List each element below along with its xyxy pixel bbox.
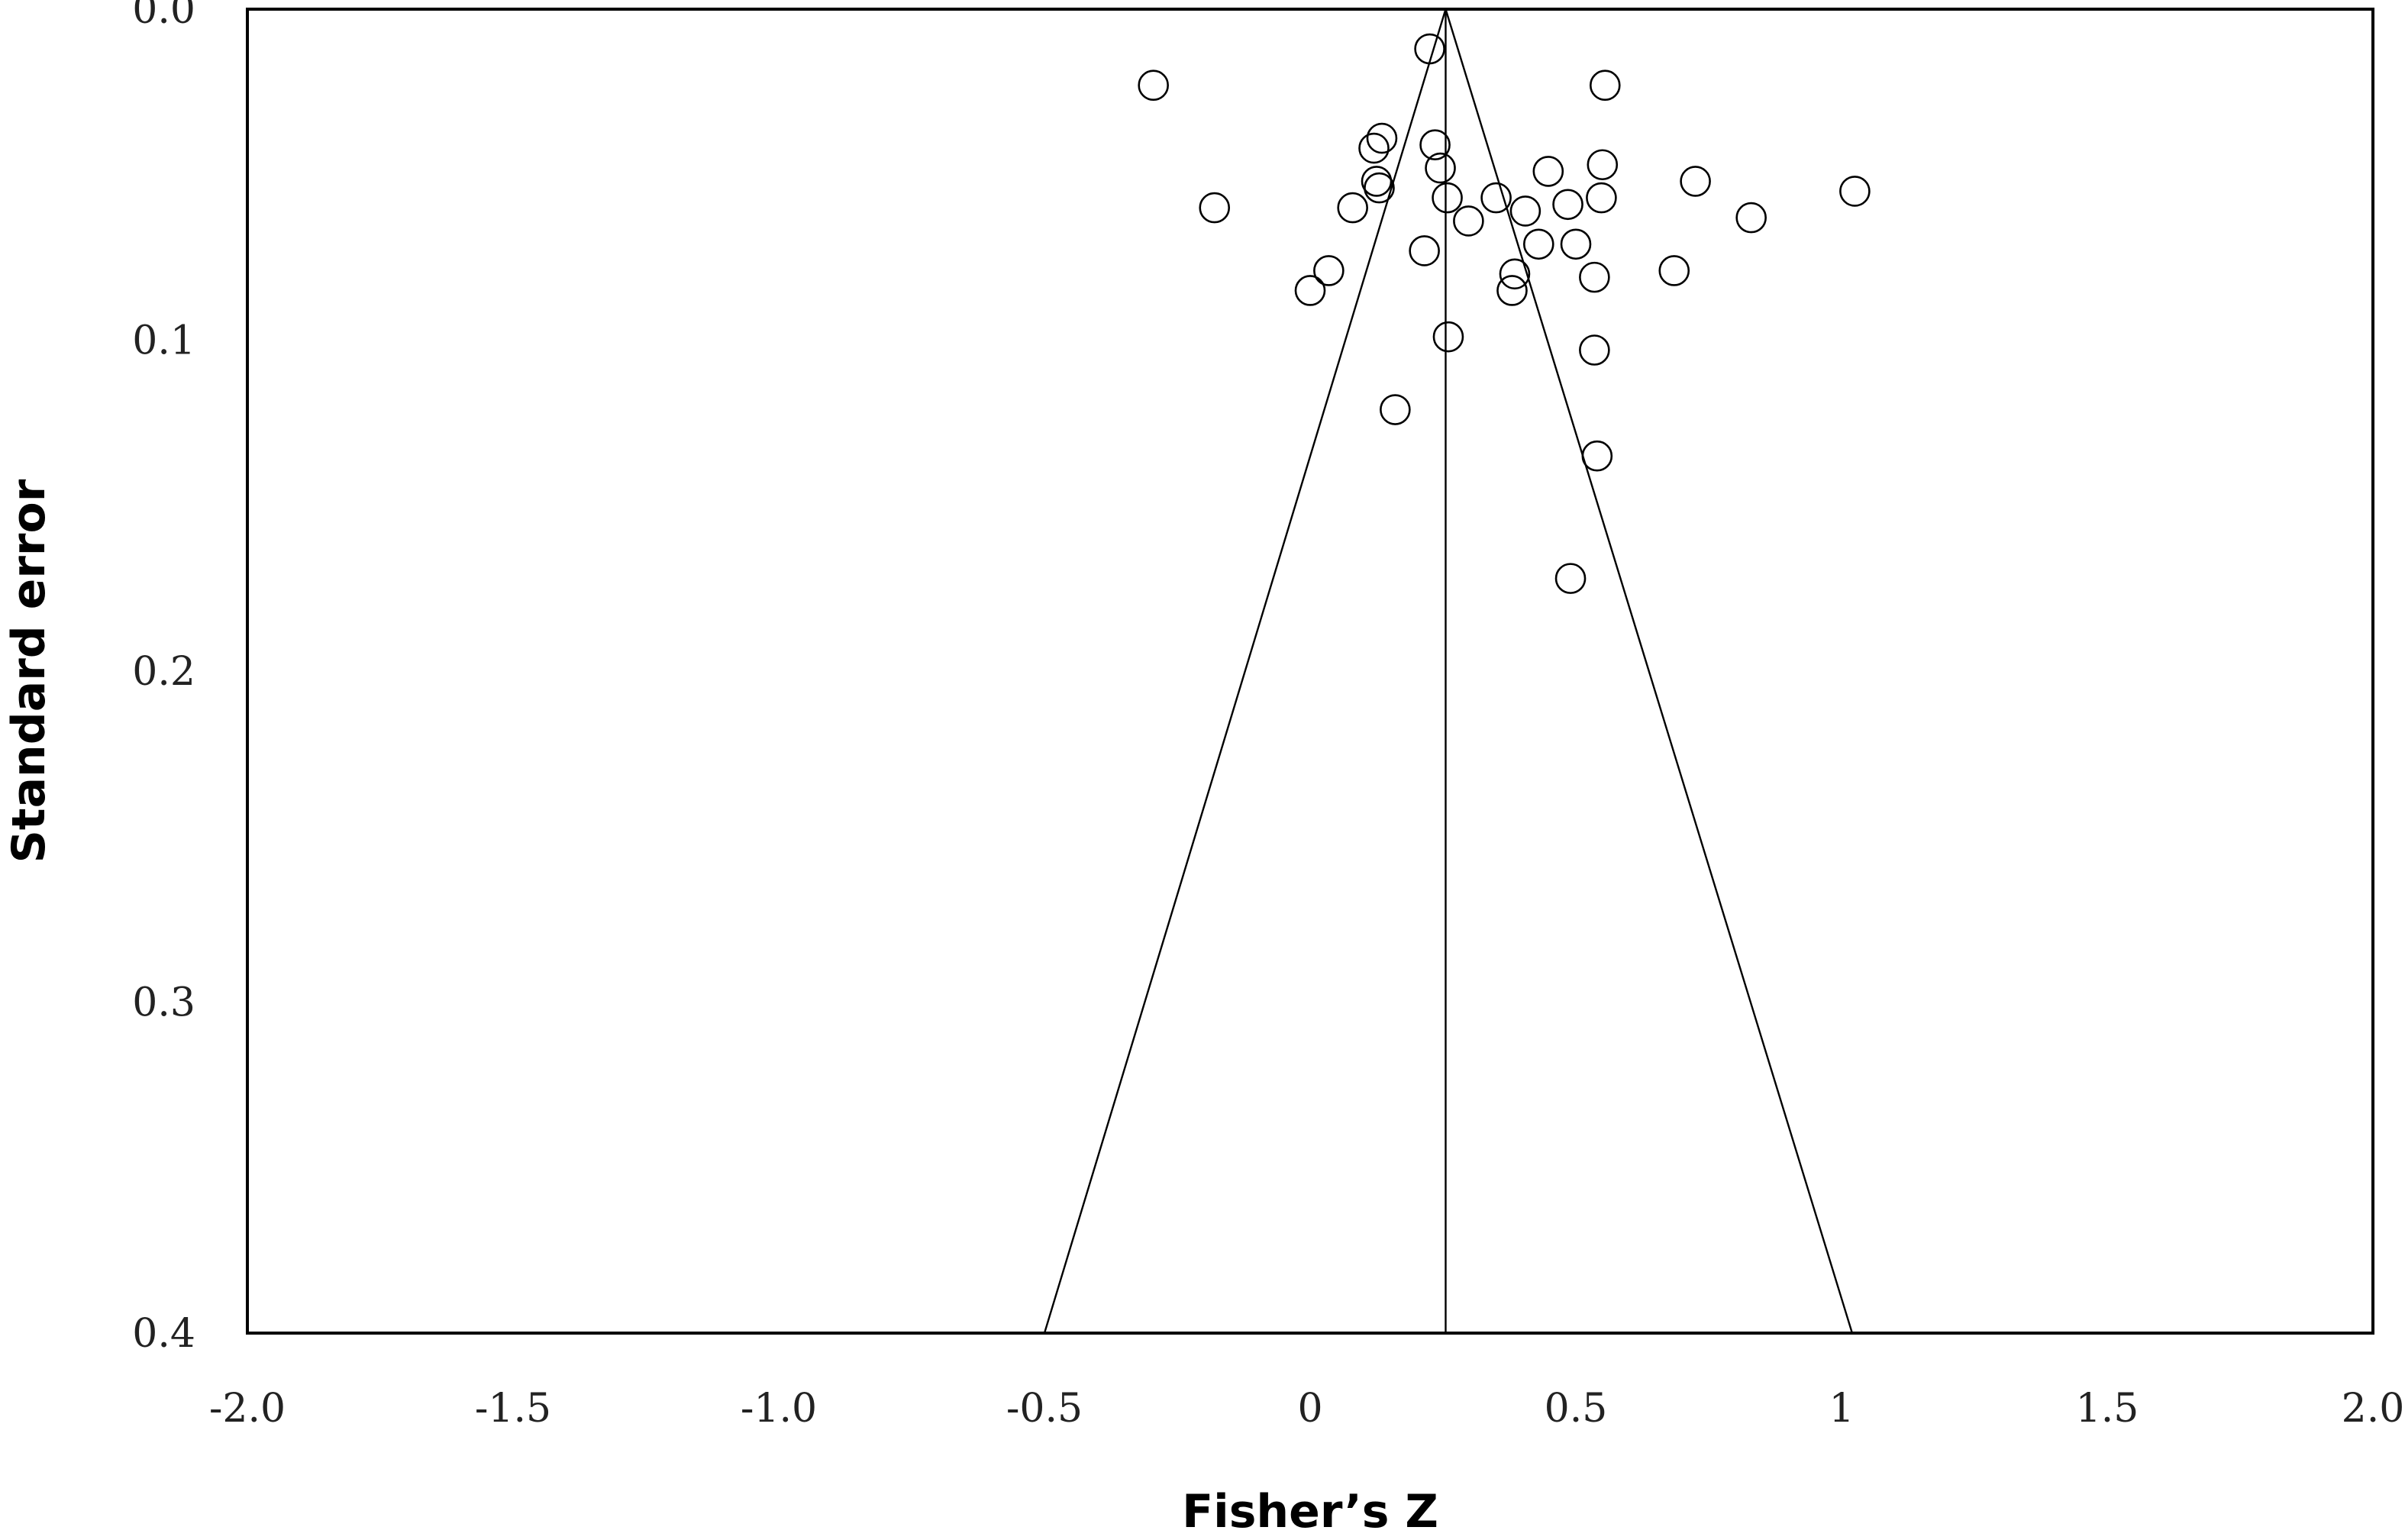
y-axis-title: Standard error xyxy=(2,479,56,863)
study-point xyxy=(1380,394,1411,425)
y-tick-label: 0.3 xyxy=(132,980,195,1026)
x-tick-label: 0.5 xyxy=(1545,1386,1608,1432)
funnel-right-line xyxy=(1445,8,1854,1334)
study-point xyxy=(1658,255,1690,286)
study-point xyxy=(1554,563,1587,594)
study-point xyxy=(1364,172,1395,204)
study-point xyxy=(1499,258,1531,290)
study-point xyxy=(1587,149,1619,181)
y-axis-tick-labels: 0.0 0.1 0.2 0.3 0.4 xyxy=(132,0,195,1357)
study-point xyxy=(1138,69,1169,102)
study-point xyxy=(1509,195,1541,227)
plot-frame xyxy=(246,8,2374,1335)
study-point xyxy=(1199,192,1231,224)
study-point xyxy=(1680,166,1711,197)
x-tick-label: -0.5 xyxy=(1006,1386,1083,1432)
study-point xyxy=(1579,334,1610,366)
x-tick-label: 1 xyxy=(1829,1386,1854,1432)
study-point xyxy=(1425,152,1456,184)
study-point xyxy=(1735,202,1767,234)
x-axis-tick-labels: -2.0 -1.5 -1.0 -0.5 0 0.5 1 1.5 2.0 xyxy=(209,1386,2404,1432)
study-points xyxy=(1138,33,1871,594)
y-tick-label: 0.1 xyxy=(132,318,195,364)
study-point xyxy=(1409,235,1440,266)
funnel-lines xyxy=(1043,8,1854,1334)
study-point xyxy=(1419,129,1451,161)
study-point xyxy=(1366,122,1398,154)
study-point xyxy=(1358,132,1390,164)
study-point xyxy=(1414,33,1445,65)
study-point xyxy=(1522,228,1554,260)
study-point xyxy=(1294,275,1326,306)
study-point xyxy=(1313,255,1345,286)
x-tick-label: -1.0 xyxy=(741,1386,817,1432)
study-point xyxy=(1589,69,1621,102)
study-point xyxy=(1839,176,1871,207)
x-axis-title: Fisher’s Z xyxy=(1182,1485,1438,1538)
study-point xyxy=(1453,205,1484,237)
study-point xyxy=(1337,192,1368,224)
study-point xyxy=(1586,182,1617,214)
study-point xyxy=(1552,189,1583,221)
x-tick-label: -2.0 xyxy=(209,1386,286,1432)
study-point xyxy=(1560,228,1592,260)
y-tick-label: 0.2 xyxy=(132,649,195,695)
funnel-left-line xyxy=(1043,8,1447,1334)
study-point xyxy=(1581,440,1613,472)
y-tick-label: 0.4 xyxy=(132,1311,195,1357)
x-tick-label: 2.0 xyxy=(2342,1386,2405,1432)
study-point xyxy=(1432,182,1463,214)
y-tick-label: 0.0 xyxy=(132,0,195,33)
study-point xyxy=(1532,156,1564,187)
study-point xyxy=(1579,261,1610,293)
x-tick-label: -1.5 xyxy=(475,1386,551,1432)
x-tick-label: 0 xyxy=(1297,1386,1322,1432)
study-point xyxy=(1480,182,1512,214)
study-point xyxy=(1432,321,1464,353)
study-point xyxy=(1496,275,1528,306)
x-tick-label: 1.5 xyxy=(2076,1386,2139,1432)
